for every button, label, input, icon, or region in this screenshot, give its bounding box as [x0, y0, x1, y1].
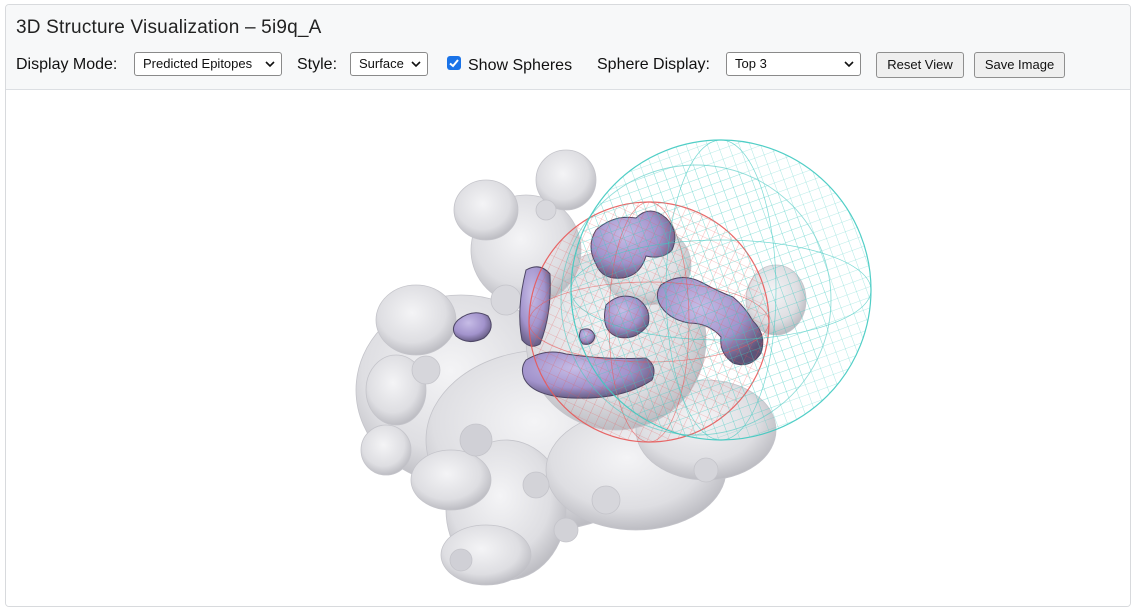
- page-title: 3D Structure Visualization – 5i9q_A: [16, 17, 322, 38]
- chevron-down-icon: [844, 53, 854, 84]
- sphere-display-select[interactable]: Top 3: [726, 52, 861, 76]
- style-value: Surface: [359, 56, 404, 71]
- sphere-display-label: Sphere Display:: [597, 56, 710, 73]
- protein-structure-render: [355, 139, 872, 586]
- molecule-viewer-canvas[interactable]: [6, 90, 1130, 606]
- save-image-button[interactable]: Save Image: [974, 52, 1065, 78]
- reset-view-button[interactable]: Reset View: [876, 52, 964, 78]
- epitope-spheres: [528, 139, 872, 443]
- visualization-panel: 3D Structure Visualization – 5i9q_A Disp…: [5, 4, 1131, 607]
- style-select[interactable]: Surface: [350, 52, 428, 76]
- show-spheres-checkbox[interactable]: [447, 56, 461, 70]
- chevron-down-icon: [265, 53, 275, 84]
- checkmark-icon: [449, 59, 459, 68]
- display-mode-label: Display Mode:: [16, 56, 118, 73]
- control-bar: Display Mode: Predicted Epitopes Style: …: [16, 52, 1116, 80]
- show-spheres-label[interactable]: Show Spheres: [468, 57, 573, 74]
- toolbar-header: 3D Structure Visualization – 5i9q_A Disp…: [6, 5, 1130, 90]
- sphere-display-value: Top 3: [735, 56, 767, 71]
- display-mode-value: Predicted Epitopes: [143, 56, 253, 71]
- chevron-down-icon: [411, 53, 421, 84]
- display-mode-select[interactable]: Predicted Epitopes: [134, 52, 282, 76]
- style-label: Style:: [297, 56, 338, 73]
